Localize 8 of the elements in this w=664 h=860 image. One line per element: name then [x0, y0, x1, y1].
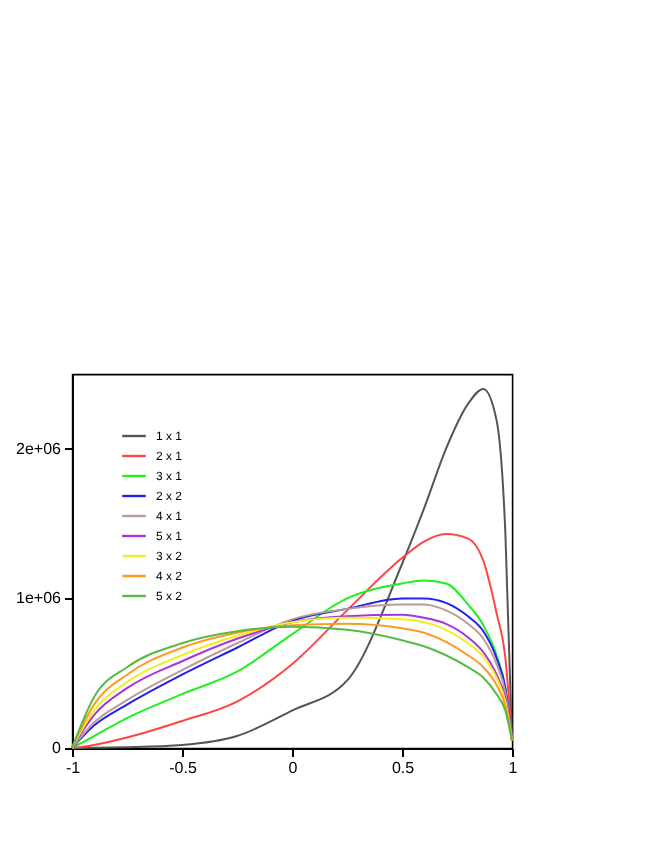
x-tick-label: 0.5	[391, 759, 416, 777]
y-tick-label: 2e+06	[16, 439, 63, 458]
x-tick-label: -0.5	[169, 759, 198, 777]
y-tick-label: 1e+06	[16, 589, 63, 608]
x-tick-label: 0	[288, 759, 299, 777]
x-tick-label: -1	[65, 759, 82, 777]
x-tick-label: 1	[508, 759, 519, 777]
y-tick-label: 0	[52, 739, 63, 757]
